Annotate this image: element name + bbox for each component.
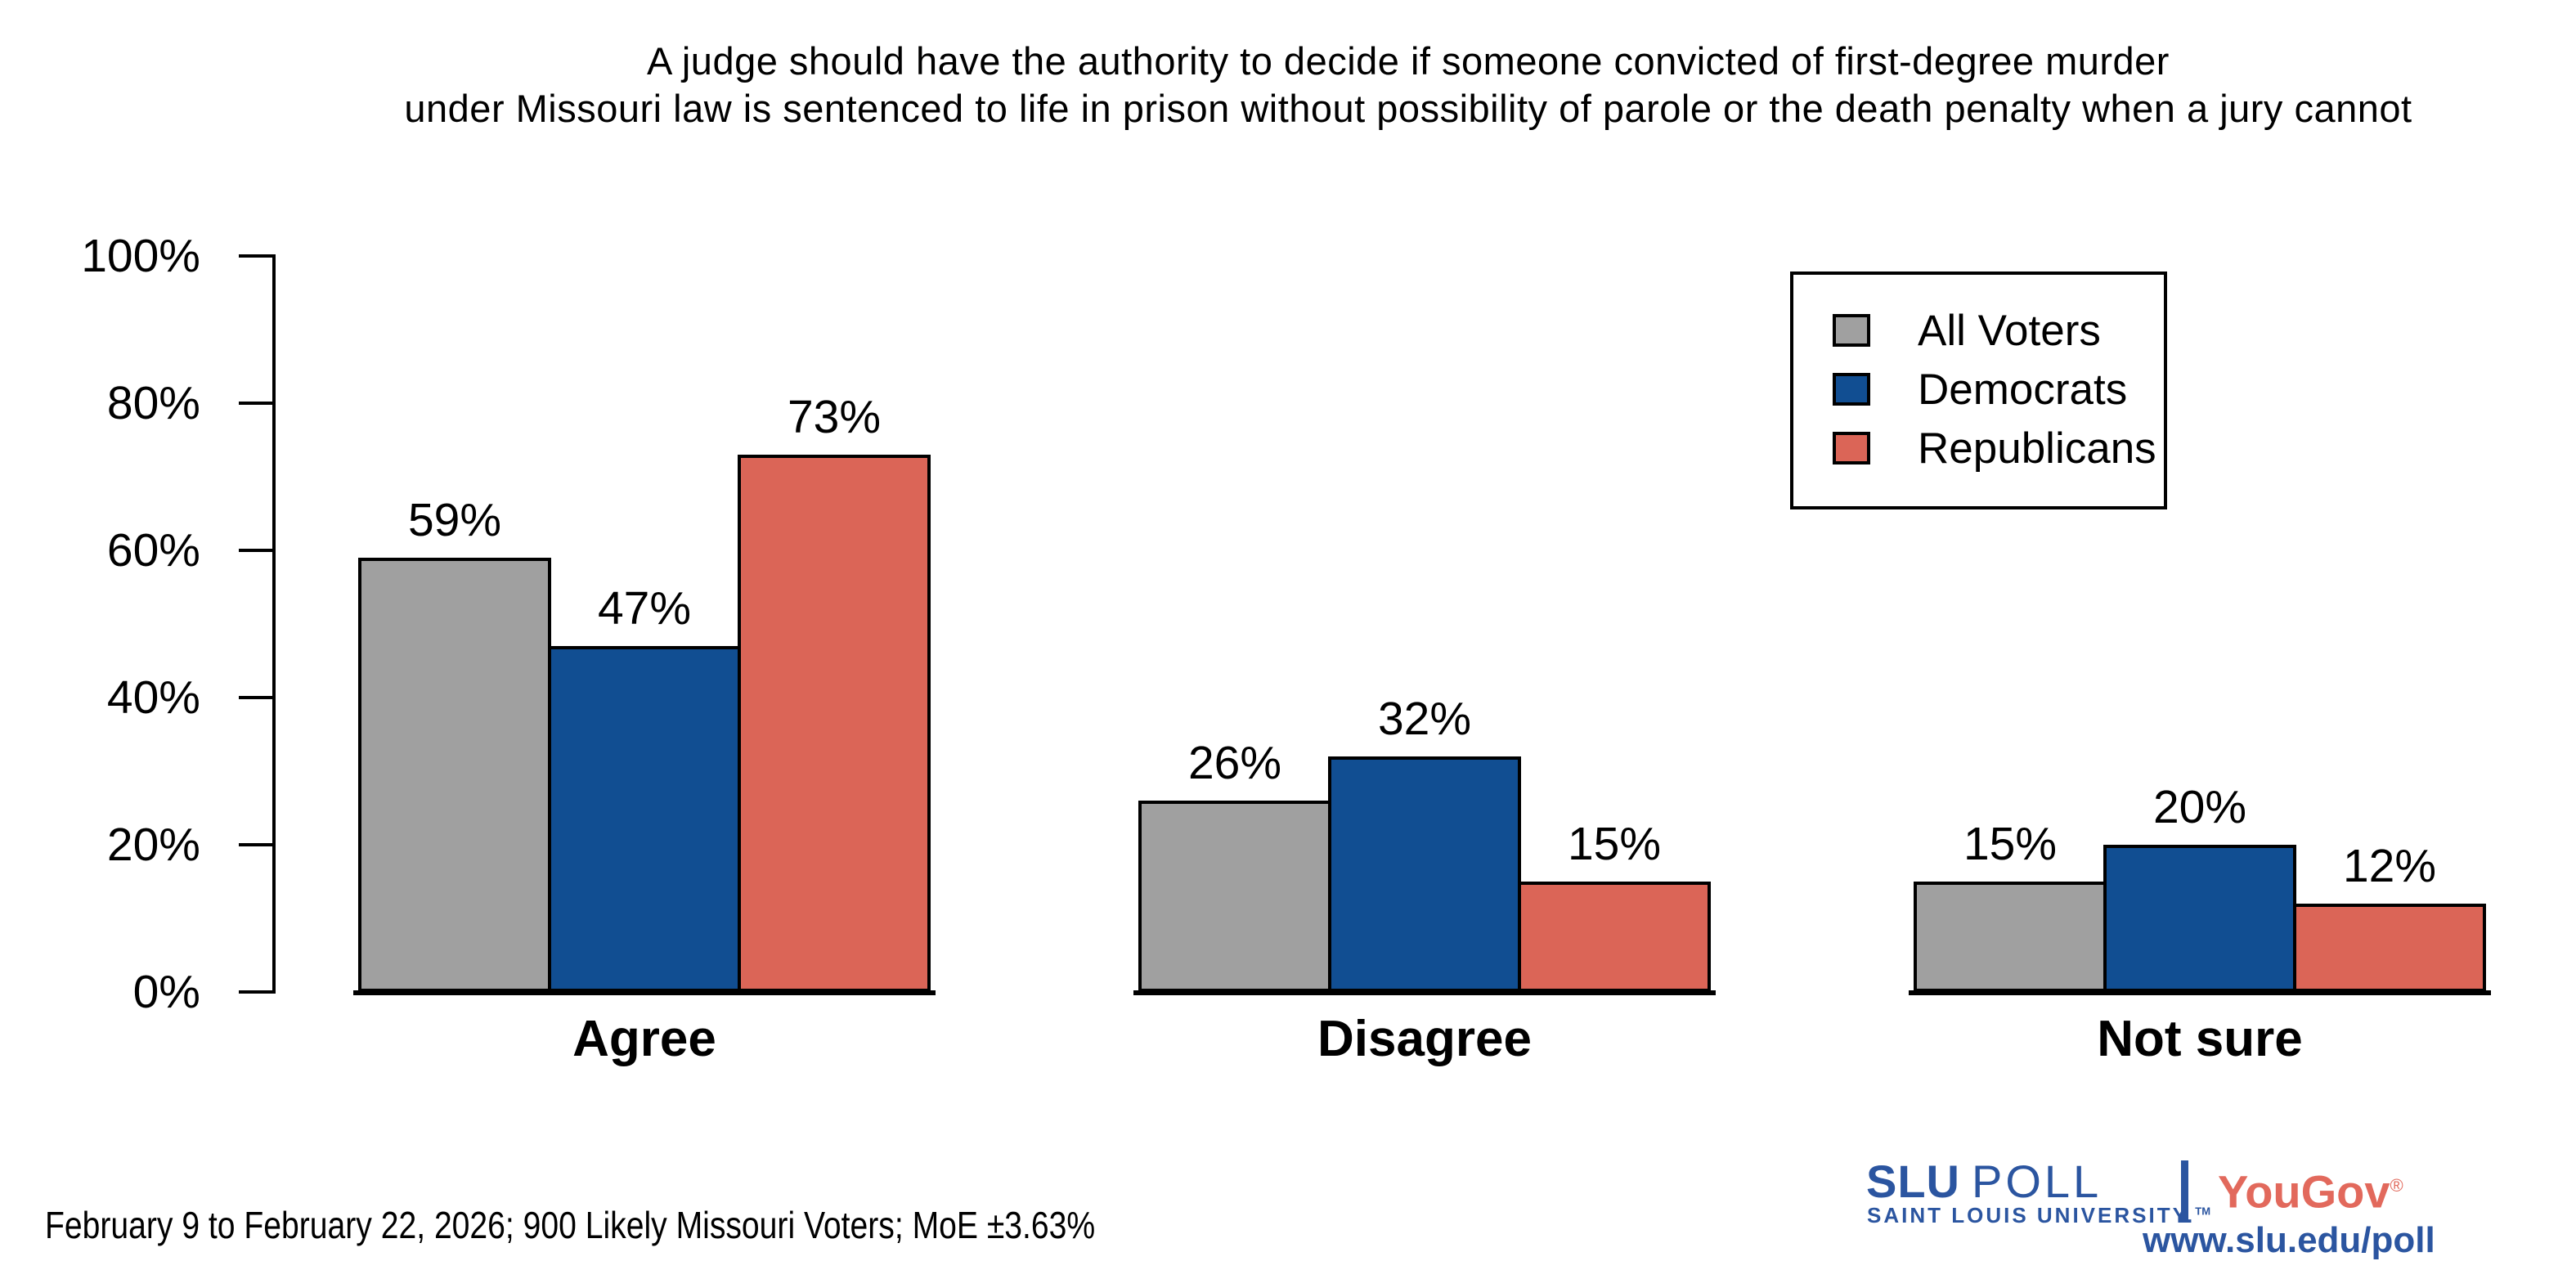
bar-value-label: 20% xyxy=(2152,781,2247,833)
logo-separator-bar xyxy=(2181,1160,2188,1223)
category-label-agree: Agree xyxy=(572,1011,716,1067)
y-axis-tick xyxy=(239,549,276,552)
methodology-note: February 9 to February 22, 2026; 900 Lik… xyxy=(45,1204,1096,1246)
all-voters-swatch xyxy=(1833,314,1870,347)
y-axis-tick xyxy=(239,254,276,258)
bar-value-label: 73% xyxy=(787,391,882,443)
democrats-swatch xyxy=(1833,373,1870,406)
category-label-disagree: Disagree xyxy=(1317,1011,1532,1067)
republicans-swatch xyxy=(1833,432,1870,464)
y-axis-tick xyxy=(239,696,276,699)
legend-label-republicans: Republicans xyxy=(1918,424,2156,473)
bar-democrats-disagree xyxy=(1328,756,1521,992)
chart-title-line2: under Missouri law is sentenced to life … xyxy=(404,87,2412,130)
bar-all-voters-disagree xyxy=(1138,801,1331,992)
x-axis-baseline xyxy=(1133,990,1716,995)
bar-republicans-not-sure xyxy=(2293,904,2486,992)
y-axis-tick-label: 60% xyxy=(106,524,200,577)
y-axis-tick-label: 100% xyxy=(81,230,200,282)
poll-logo-text: POLL xyxy=(1972,1156,2103,1207)
chart-title-line1: A judge should have the authority to dec… xyxy=(647,39,2170,83)
slu-university-label: SAINT LOUIS UNIVERSITY. xyxy=(1867,1203,2196,1227)
bar-all-voters-agree xyxy=(358,558,551,992)
y-axis-tick-label: 0% xyxy=(132,966,200,1018)
y-axis-tick xyxy=(239,990,276,994)
legend-item-all-voters: All Voters xyxy=(1833,307,2101,355)
bar-value-label: 26% xyxy=(1187,737,1282,789)
x-axis-baseline xyxy=(353,990,936,995)
legend-label-all-voters: All Voters xyxy=(1918,306,2101,355)
y-axis-tick-label: 40% xyxy=(106,671,200,724)
y-axis-line xyxy=(272,254,276,994)
yougov-logo: YouGov® xyxy=(2218,1163,2403,1215)
y-axis-tick xyxy=(239,843,276,846)
bar-value-label: 32% xyxy=(1377,693,1472,745)
category-label-not-sure: Not sure xyxy=(2097,1011,2303,1067)
legend-item-democrats: Democrats xyxy=(1833,366,2127,414)
slu-university-text: SAINT LOUIS UNIVERSITY.TM xyxy=(1867,1203,2210,1228)
bar-republicans-disagree xyxy=(1518,882,1711,992)
bar-all-voters-not-sure xyxy=(1914,882,2107,992)
slu-logo-text: SLU xyxy=(1866,1156,1960,1207)
registered-symbol: ® xyxy=(2390,1175,2403,1196)
legend-label-democrats: Democrats xyxy=(1918,365,2128,414)
bar-democrats-not-sure xyxy=(2103,845,2296,992)
bar-value-label: 12% xyxy=(2342,840,2437,892)
bar-value-label: 15% xyxy=(1963,818,2058,870)
bar-value-label: 15% xyxy=(1567,818,1662,870)
trademark-symbol: TM xyxy=(2195,1205,2211,1218)
y-axis-tick-label: 80% xyxy=(106,377,200,429)
slu-poll-url: www.slu.edu/poll xyxy=(2143,1220,2435,1260)
bar-value-label: 59% xyxy=(407,494,502,546)
yougov-logo-text: YouGov xyxy=(2218,1165,2390,1218)
slu-poll-logo: SLU POLL xyxy=(1866,1159,2102,1205)
bar-democrats-agree xyxy=(548,646,741,992)
x-axis-baseline xyxy=(1909,990,2491,995)
chart-title: A judge should have the authority to dec… xyxy=(245,38,2571,132)
legend-item-republicans: Republicans xyxy=(1833,424,2156,473)
legend-box: All Voters Democrats Republicans xyxy=(1790,272,2167,509)
bar-republicans-agree xyxy=(738,455,931,992)
y-axis-tick-label: 20% xyxy=(106,819,200,871)
y-axis-tick xyxy=(239,402,276,405)
bar-value-label: 47% xyxy=(597,582,692,635)
